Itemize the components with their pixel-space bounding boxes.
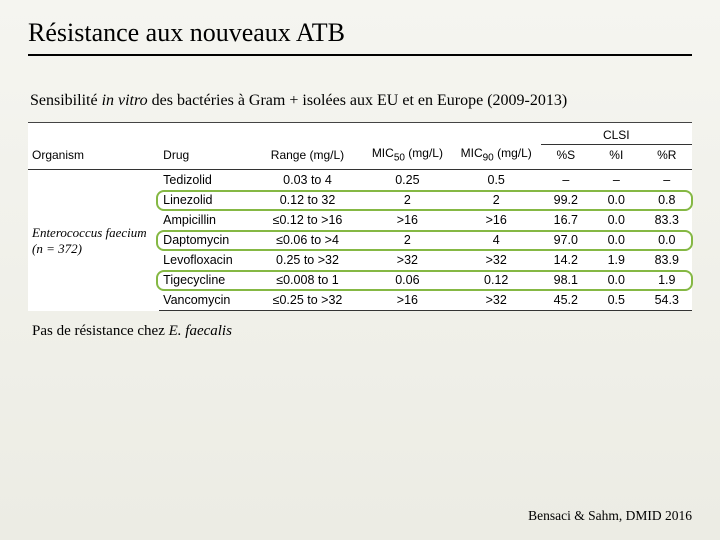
cell-i: 0.0: [591, 190, 641, 210]
cell-s: 16.7: [541, 210, 591, 230]
cell-s: 98.1: [541, 270, 591, 290]
cell-drug: Levofloxacin: [159, 250, 252, 270]
cell-drug: Tigecycline: [159, 270, 252, 290]
cell-i: 1.9: [591, 250, 641, 270]
cell-drug: Vancomycin: [159, 290, 252, 311]
organism-cell: Enterococcus faecium (n = 372): [28, 170, 159, 311]
cell-mic50: 2: [363, 230, 452, 250]
cell-mic50: 0.06: [363, 270, 452, 290]
cell-s: 14.2: [541, 250, 591, 270]
cell-r: 1.9: [642, 270, 692, 290]
col-s: %S: [541, 144, 591, 170]
cell-range: ≤0.12 to >16: [252, 210, 363, 230]
footnote-pre: Pas de résistance chez: [32, 323, 169, 339]
data-table: CLSI Organism Drug Range (mg/L) MIC50 (m…: [28, 122, 692, 312]
cell-i: 0.0: [591, 270, 641, 290]
cell-s: –: [541, 170, 591, 191]
cell-i: 0.0: [591, 210, 641, 230]
cell-mic50: >16: [363, 210, 452, 230]
cell-mic90: 0.12: [452, 270, 541, 290]
col-mic50: MIC50 (mg/L): [363, 144, 452, 170]
cell-mic90: >16: [452, 210, 541, 230]
col-r: %R: [642, 144, 692, 170]
cell-r: 0.0: [642, 230, 692, 250]
cell-mic50: 0.25: [363, 170, 452, 191]
cell-range: ≤0.008 to 1: [252, 270, 363, 290]
cell-i: –: [591, 170, 641, 191]
subtitle: Sensibilité in vitro des bactéries à Gra…: [28, 90, 692, 112]
cell-s: 99.2: [541, 190, 591, 210]
cell-range: ≤0.06 to >4: [252, 230, 363, 250]
cell-range: 0.03 to 4: [252, 170, 363, 191]
cell-range: 0.25 to >32: [252, 250, 363, 270]
cell-i: 0.5: [591, 290, 641, 311]
col-drug: Drug: [159, 144, 252, 170]
cell-r: 54.3: [642, 290, 692, 311]
footnote: Pas de résistance chez E. faecalis: [28, 323, 692, 340]
cell-r: 83.9: [642, 250, 692, 270]
cell-drug: Daptomycin: [159, 230, 252, 250]
cell-mic50: >32: [363, 250, 452, 270]
cell-s: 97.0: [541, 230, 591, 250]
citation: Bensaci & Sahm, DMID 2016: [528, 508, 692, 524]
subtitle-italic: in vitro: [102, 92, 148, 109]
col-organism: Organism: [28, 144, 159, 170]
subtitle-post: des bactéries à Gram + isolées aux EU et…: [148, 92, 568, 109]
cell-r: –: [642, 170, 692, 191]
cell-drug: Ampicillin: [159, 210, 252, 230]
cell-range: 0.12 to 32: [252, 190, 363, 210]
cell-r: 0.8: [642, 190, 692, 210]
cell-s: 45.2: [541, 290, 591, 311]
clsi-group-header: CLSI: [541, 123, 692, 145]
cell-mic90: >32: [452, 250, 541, 270]
col-i: %I: [591, 144, 641, 170]
cell-mic90: 2: [452, 190, 541, 210]
cell-mic90: 0.5: [452, 170, 541, 191]
cell-i: 0.0: [591, 230, 641, 250]
cell-drug: Linezolid: [159, 190, 252, 210]
footnote-italic: E. faecalis: [169, 323, 232, 339]
cell-mic90: >32: [452, 290, 541, 311]
cell-drug: Tedizolid: [159, 170, 252, 191]
cell-range: ≤0.25 to >32: [252, 290, 363, 311]
cell-mic90: 4: [452, 230, 541, 250]
col-range: Range (mg/L): [252, 144, 363, 170]
col-mic90: MIC90 (mg/L): [452, 144, 541, 170]
cell-mic50: >16: [363, 290, 452, 311]
cell-mic50: 2: [363, 190, 452, 210]
title-underline: [28, 54, 692, 56]
cell-r: 83.3: [642, 210, 692, 230]
table-row: Enterococcus faecium (n = 372)Tedizolid0…: [28, 170, 692, 191]
page-title: Résistance aux nouveaux ATB: [28, 18, 692, 48]
subtitle-pre: Sensibilité: [30, 92, 102, 109]
